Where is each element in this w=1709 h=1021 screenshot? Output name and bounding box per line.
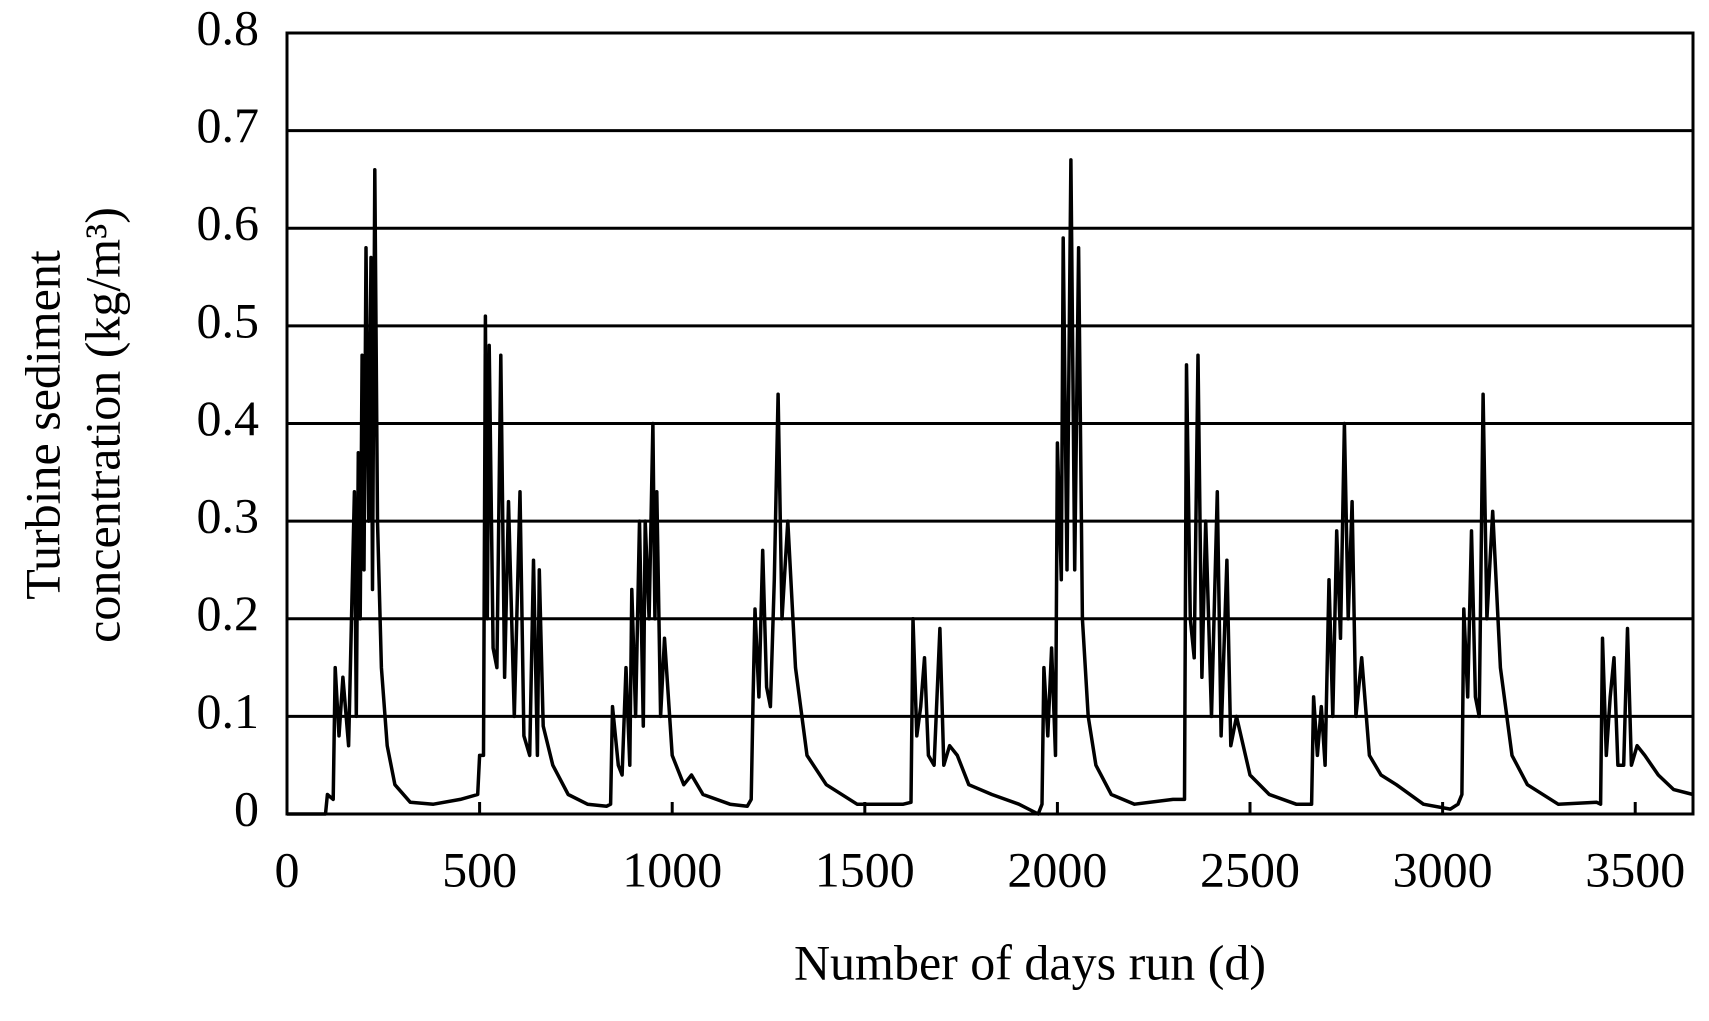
- x-tick-label: 1000: [622, 841, 722, 897]
- plot-frame: [285, 31, 1695, 816]
- y-tick-label: 0.8: [197, 0, 260, 55]
- y-tick-label: 0.4: [197, 390, 260, 446]
- y-axis-title: Turbine sediment: [14, 250, 70, 600]
- y-tick-label: 0.6: [197, 195, 260, 251]
- y-axis-title: concentration (kg/m³): [74, 207, 130, 643]
- y-tick-label: 0.2: [197, 585, 260, 641]
- y-tick-label: 0.3: [197, 488, 260, 544]
- x-tick-label: 2500: [1200, 841, 1300, 897]
- x-axis-title: Number of days run (d): [794, 934, 1266, 990]
- y-tick-label: 0: [234, 780, 259, 836]
- x-tick-label: 3500: [1585, 841, 1685, 897]
- y-tick-label: 0.1: [197, 683, 260, 739]
- x-tick-label: 500: [442, 841, 517, 897]
- data-line: [287, 158, 1694, 816]
- y-tick-label: 0.7: [197, 97, 260, 153]
- x-tick-label: 2000: [1007, 841, 1107, 897]
- x-tick-label: 3000: [1393, 841, 1493, 897]
- x-tick-label: 0: [275, 841, 300, 897]
- x-tick-label: 1500: [815, 841, 915, 897]
- y-tick-label: 0.5: [197, 292, 260, 348]
